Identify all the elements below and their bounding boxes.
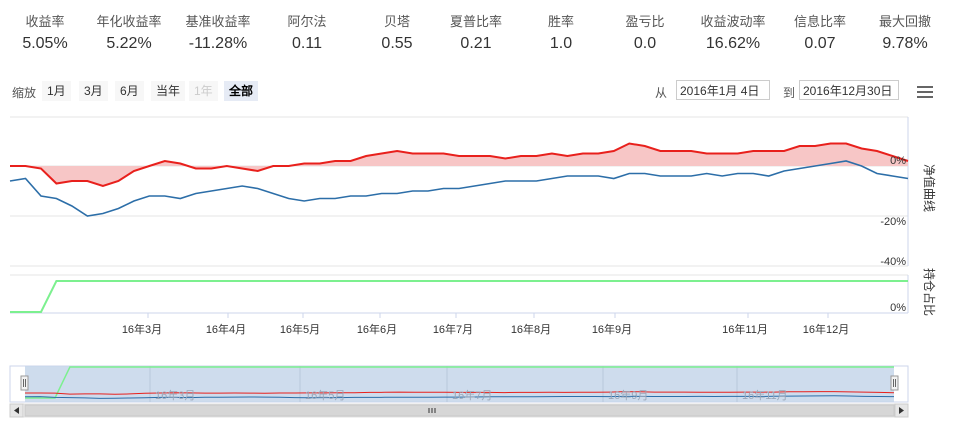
stat-value: -11.28% <box>188 35 248 52</box>
stat-value: 0.11 <box>292 35 322 52</box>
position-panel-title: 持仓占比 <box>922 268 937 316</box>
stat-value: 16.62% <box>705 35 761 52</box>
chart-toolbar: 缩放 1月 3月 6月 当年 1年 全部 从 2016年1月 4日 到 2016… <box>0 80 971 104</box>
zoom-ytd-button[interactable]: 当年 <box>151 81 186 101</box>
strategy-line <box>10 142 909 188</box>
stat-label: 年化收益率 <box>96 14 162 29</box>
x-tick-sep: 16年9月 <box>592 322 632 336</box>
from-label: 从 <box>655 86 668 100</box>
stat-information-ratio: 信息比率 0.07 <box>775 12 865 56</box>
stat-label: 夏普比率 <box>449 14 502 29</box>
stat-max-drawdown: 最大回撤 9.78% <box>860 12 950 56</box>
stat-label: 胜率 <box>547 14 574 29</box>
benchmark-line <box>9 160 909 217</box>
stat-value: 9.78% <box>882 35 928 52</box>
stat-volatility: 收益波动率 16.62% <box>688 12 778 56</box>
navigator-tick: 16年11月 <box>742 388 788 402</box>
stat-value: 0.0 <box>633 35 657 52</box>
scrollbar[interactable] <box>9 403 909 418</box>
y-tick-0: 0% <box>890 155 906 167</box>
stat-label: 基准收益率 <box>185 14 251 29</box>
stat-label: 最大回撤 <box>878 14 931 29</box>
zoom-3m-button[interactable]: 3月 <box>79 81 108 101</box>
stat-label: 盈亏比 <box>625 14 665 29</box>
navigator-benchmark-line <box>24 395 895 399</box>
performance-stats-bar: 收益率 5.05% 年化收益率 5.22% 基准收益率 -11.28% 阿尔法 0.11… <box>0 12 960 58</box>
stat-alpha: 阿尔法 0.11 <box>262 12 352 56</box>
navigator-tick: 16年9月 <box>608 388 648 402</box>
to-label: 到 <box>783 86 796 100</box>
stat-value: 5.22% <box>106 35 152 52</box>
x-tick-jul: 16年7月 <box>433 322 473 336</box>
position-y-tick: 0% <box>890 302 906 314</box>
x-tick-apr: 16年4月 <box>206 322 246 336</box>
scroll-left-arrow-icon <box>14 407 19 414</box>
navigator-right-handle[interactable] <box>890 375 899 391</box>
x-tick-jun: 16年6月 <box>357 322 397 336</box>
strategy-fill-area <box>10 143 908 186</box>
stat-label: 收益率 <box>25 14 65 29</box>
zoom-1m-button[interactable]: 1月 <box>42 81 71 101</box>
range-navigator[interactable]: 16年3月 16年5月 16年7月 16年9月 16年11月 <box>9 365 909 403</box>
zoom-6m-button[interactable]: 6月 <box>115 81 144 101</box>
x-tick-mar: 16年3月 <box>122 322 162 336</box>
zoom-label: 缩放 <box>12 86 37 100</box>
x-tick-dec: 16年12月 <box>803 322 849 336</box>
x-tick-aug: 16年8月 <box>511 322 551 336</box>
x-tick-may: 16年5月 <box>280 322 320 336</box>
stat-sharpe: 夏普比率 0.21 <box>431 12 521 56</box>
x-tick-nov: 16年11月 <box>722 322 768 336</box>
stat-beta: 贝塔 0.55 <box>352 12 442 56</box>
hamburger-menu-icon[interactable] <box>917 86 933 100</box>
stat-value: 5.05% <box>22 35 68 52</box>
stat-return: 收益率 5.05% <box>0 12 90 56</box>
navigator-tick: 16年7月 <box>452 388 492 402</box>
stat-label: 贝塔 <box>383 14 410 29</box>
stat-benchmark-return: 基准收益率 -11.28% <box>173 12 263 56</box>
stat-annualized-return: 年化收益率 5.22% <box>84 12 174 56</box>
from-date-input[interactable]: 2016年1月 4日 <box>676 80 770 100</box>
y-tick-minus40: -40% <box>880 256 906 268</box>
navigator-left-handle[interactable] <box>20 375 29 391</box>
y-tick-minus20: -20% <box>880 216 906 228</box>
navigator-tick: 16年5月 <box>305 388 345 402</box>
x-axis: 16年3月 16年4月 16年5月 16年6月 16年7月 16年8月 16年9… <box>122 313 849 336</box>
zoom-1y-button[interactable]: 1年 <box>189 81 218 101</box>
stat-value: 0.21 <box>460 35 492 52</box>
stat-label: 信息比率 <box>793 14 846 29</box>
navigator-tick: 16年3月 <box>155 388 195 402</box>
scrollbar-thumb[interactable] <box>24 404 895 417</box>
to-date-input[interactable]: 2016年12月30日 <box>799 80 899 100</box>
zoom-all-button[interactable]: 全部 <box>224 81 259 101</box>
stat-win-rate: 胜率 1.0 <box>516 12 606 56</box>
navigator-strategy-line <box>25 391 895 395</box>
position-line <box>10 280 908 313</box>
stat-value: 0.07 <box>804 35 836 52</box>
stat-profit-loss-ratio: 盈亏比 0.0 <box>600 12 690 56</box>
stat-value: 0.55 <box>381 35 413 52</box>
stat-value: 1.0 <box>549 35 573 52</box>
navigator-position-line <box>25 366 894 399</box>
main-panel-title: 净值曲线 <box>922 164 937 212</box>
stat-label: 收益波动率 <box>700 14 766 29</box>
stat-label: 阿尔法 <box>287 14 327 29</box>
scroll-right-arrow-icon <box>899 407 904 414</box>
